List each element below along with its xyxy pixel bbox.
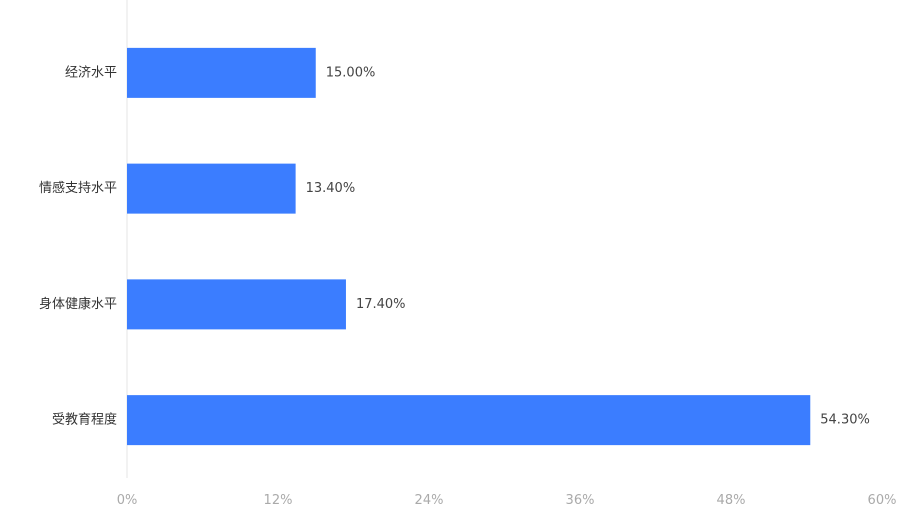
value-label-1: 13.40%: [306, 181, 356, 196]
category-label-0: 经济水平: [65, 65, 117, 80]
category-label-1: 情感支持水平: [39, 180, 117, 196]
value-label-2: 17.40%: [356, 297, 406, 312]
x-tick-label-2: 24%: [415, 493, 444, 508]
x-tick-label-0: 0%: [117, 493, 138, 508]
bar-0: [127, 47, 316, 98]
x-tick-label-5: 60%: [868, 493, 897, 508]
bar-3: [127, 395, 811, 446]
bar-1: [127, 163, 296, 214]
category-label-2: 身体健康水平: [39, 296, 117, 312]
category-label-3: 受教育程度: [52, 412, 117, 428]
x-tick-label-4: 48%: [717, 493, 746, 508]
x-tick-label-3: 36%: [566, 493, 595, 508]
value-label-0: 15.00%: [326, 65, 376, 80]
value-label-3: 54.30%: [820, 413, 870, 428]
x-tick-label-1: 12%: [264, 493, 293, 508]
bar-2: [127, 279, 346, 330]
